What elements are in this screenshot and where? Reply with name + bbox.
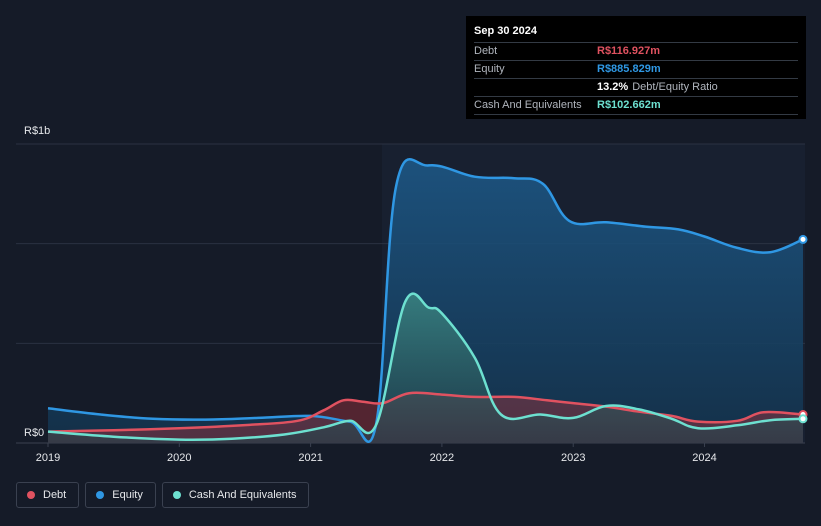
tooltip-ratio-label: Debt/Equity Ratio xyxy=(632,81,718,93)
tooltip-row-ratio: 13.2% Debt/Equity Ratio xyxy=(474,78,798,96)
tooltip-equity-label: Equity xyxy=(474,63,505,75)
equity-end-marker xyxy=(798,234,808,244)
x-axis: 2019 2020 2021 2022 2023 2024 xyxy=(36,443,717,464)
legend: Debt Equity Cash And Equivalents xyxy=(16,482,310,508)
tooltip-debt-value: R$116.927m xyxy=(597,45,660,57)
cash-and-equivalents-line xyxy=(47,292,804,441)
legend-item-cash[interactable]: Cash And Equivalents xyxy=(161,482,310,508)
cash-and-equivalents-end-marker xyxy=(798,414,808,424)
legend-debt-label: Debt xyxy=(43,489,67,501)
tooltip-ratio-value: 13.2% xyxy=(597,81,629,93)
x-tick-label: 2020 xyxy=(167,452,191,464)
series-lines xyxy=(47,158,804,443)
tooltip-equity-value: R$885.829m xyxy=(597,63,661,75)
legend-item-equity[interactable]: Equity xyxy=(85,482,156,508)
legend-cash-label: Cash And Equivalents xyxy=(188,489,297,501)
equity-area xyxy=(48,159,803,443)
equity-line xyxy=(47,158,804,443)
y-top-label: R$1b xyxy=(24,125,51,137)
tooltip: Sep 30 2024 Debt R$116.927m Equity R$885… xyxy=(466,16,806,119)
legend-equity-dot xyxy=(96,491,105,499)
tooltip-row-cash: Cash And Equivalents R$102.662m xyxy=(474,96,798,115)
plot-past-region xyxy=(16,144,382,443)
legend-equity-label: Equity xyxy=(112,489,143,501)
y-bottom-label: R$0 xyxy=(24,427,44,439)
tooltip-date: Sep 30 2024 xyxy=(474,25,537,37)
debt-line xyxy=(47,391,804,433)
x-tick-label: 2021 xyxy=(298,452,322,464)
end-markers xyxy=(798,234,808,424)
x-tick-label: 2024 xyxy=(692,452,716,464)
tooltip-row-equity: Equity R$885.829m xyxy=(474,60,798,78)
legend-item-debt[interactable]: Debt xyxy=(16,482,80,508)
x-tick-label: 2023 xyxy=(561,452,585,464)
legend-debt-dot xyxy=(27,491,35,499)
x-tick-label: 2022 xyxy=(430,452,454,464)
tooltip-row-debt: Debt R$116.927m xyxy=(474,42,798,60)
legend-cash-dot xyxy=(172,491,181,499)
tooltip-cash-label: Cash And Equivalents xyxy=(474,99,582,111)
tooltip-ratio-spacer xyxy=(474,79,597,96)
x-tick-label: 2019 xyxy=(36,452,60,464)
tooltip-cash-value: R$102.662m xyxy=(597,99,661,111)
tooltip-debt-label: Debt xyxy=(474,45,498,57)
